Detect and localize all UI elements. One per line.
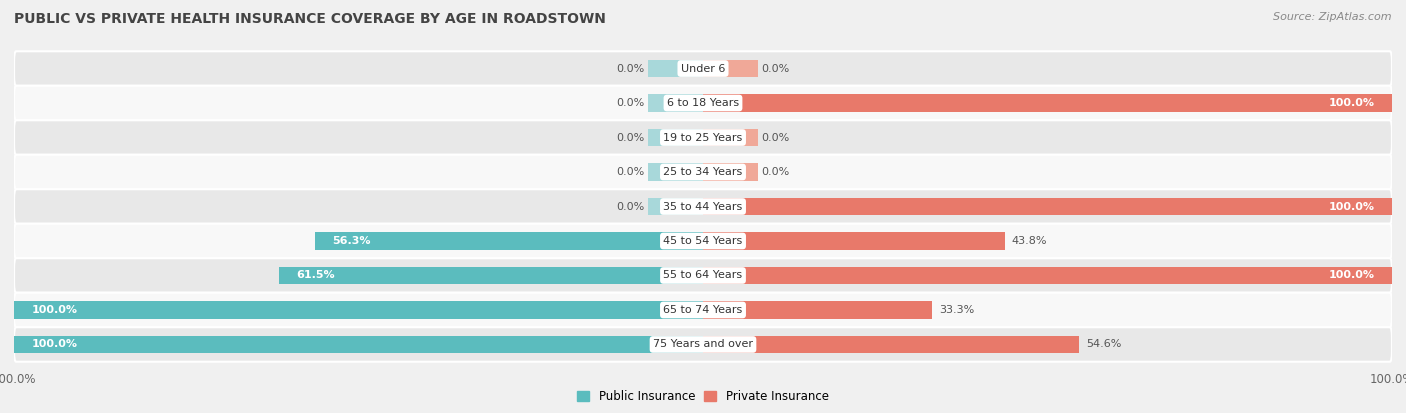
Text: 61.5%: 61.5% (297, 271, 335, 280)
Bar (14, 335, 703, 354)
Bar (648, 59, 703, 78)
FancyBboxPatch shape (14, 327, 1392, 362)
Text: 0.0%: 0.0% (616, 133, 644, 142)
Text: 33.3%: 33.3% (939, 305, 974, 315)
Text: 100.0%: 100.0% (31, 339, 77, 349)
Legend: Public Insurance, Private Insurance: Public Insurance, Private Insurance (572, 385, 834, 408)
Text: 0.0%: 0.0% (762, 167, 790, 177)
Text: 100.0%: 100.0% (1329, 271, 1375, 280)
Text: 0.0%: 0.0% (616, 167, 644, 177)
Text: 75 Years and over: 75 Years and over (652, 339, 754, 349)
Text: 43.8%: 43.8% (1012, 236, 1047, 246)
Bar (703, 232, 1005, 250)
Bar (703, 163, 758, 181)
Text: Source: ZipAtlas.com: Source: ZipAtlas.com (1274, 12, 1392, 22)
Bar (703, 335, 1080, 354)
Text: 0.0%: 0.0% (762, 64, 790, 74)
Text: 19 to 25 Years: 19 to 25 Years (664, 133, 742, 142)
Bar (648, 163, 703, 181)
Bar (703, 301, 932, 319)
Bar (703, 197, 1392, 216)
FancyBboxPatch shape (14, 86, 1392, 120)
Bar (280, 266, 703, 285)
Bar (14, 301, 703, 319)
Text: Under 6: Under 6 (681, 64, 725, 74)
Text: 0.0%: 0.0% (616, 64, 644, 74)
Text: 55 to 64 Years: 55 to 64 Years (664, 271, 742, 280)
FancyBboxPatch shape (14, 155, 1392, 189)
Text: 25 to 34 Years: 25 to 34 Years (664, 167, 742, 177)
FancyBboxPatch shape (14, 293, 1392, 327)
Text: 100.0%: 100.0% (1329, 98, 1375, 108)
Bar (703, 266, 1392, 285)
FancyBboxPatch shape (14, 51, 1392, 86)
Bar (315, 232, 703, 250)
Text: PUBLIC VS PRIVATE HEALTH INSURANCE COVERAGE BY AGE IN ROADSTOWN: PUBLIC VS PRIVATE HEALTH INSURANCE COVER… (14, 12, 606, 26)
Text: 0.0%: 0.0% (616, 202, 644, 211)
FancyBboxPatch shape (14, 189, 1392, 224)
FancyBboxPatch shape (14, 258, 1392, 293)
Text: 56.3%: 56.3% (332, 236, 371, 246)
Text: 100.0%: 100.0% (31, 305, 77, 315)
Bar (703, 59, 758, 78)
Text: 0.0%: 0.0% (616, 98, 644, 108)
FancyBboxPatch shape (14, 224, 1392, 258)
FancyBboxPatch shape (14, 120, 1392, 155)
Text: 54.6%: 54.6% (1085, 339, 1122, 349)
Text: 6 to 18 Years: 6 to 18 Years (666, 98, 740, 108)
Bar (648, 197, 703, 216)
Bar (648, 128, 703, 147)
Bar (703, 128, 758, 147)
Text: 100.0%: 100.0% (1329, 202, 1375, 211)
Text: 65 to 74 Years: 65 to 74 Years (664, 305, 742, 315)
Bar (703, 94, 1392, 112)
Bar (648, 94, 703, 112)
Text: 0.0%: 0.0% (762, 133, 790, 142)
Text: 45 to 54 Years: 45 to 54 Years (664, 236, 742, 246)
Text: 35 to 44 Years: 35 to 44 Years (664, 202, 742, 211)
